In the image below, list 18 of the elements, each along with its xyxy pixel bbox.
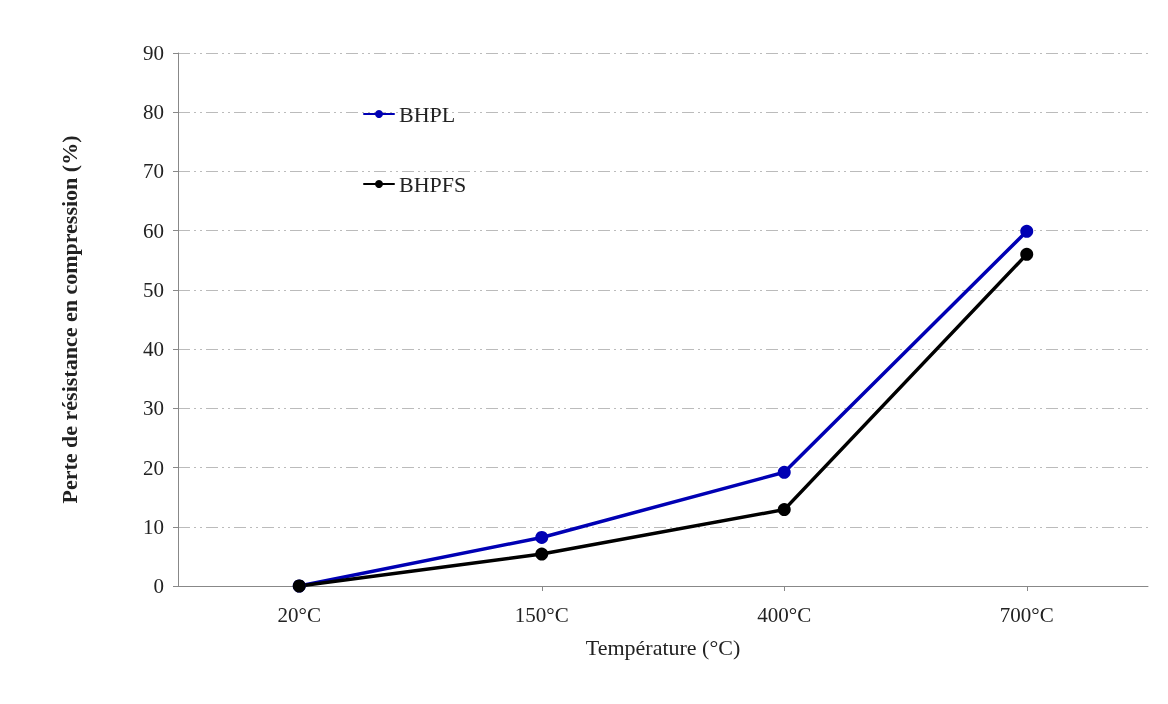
x-tick-label: 700°C [999, 602, 1054, 627]
y-tick-label: 10 [143, 514, 164, 539]
x-tick-label: 400°C [757, 602, 812, 627]
x-tick-label: 20°C [277, 602, 321, 627]
x-axis-title: Température (°C) [585, 634, 741, 660]
y-tick-label: 80 [143, 100, 164, 125]
y-tick-label: 90 [143, 41, 164, 65]
y-tick-label: 0 [153, 574, 164, 598]
y-tick-label: 60 [143, 218, 164, 243]
y-tick-label: 30 [143, 396, 164, 421]
y-tick-label: 40 [143, 337, 164, 362]
y-axis-title: Perte de résistance en compression (%) [56, 135, 82, 504]
x-tick-label: 150°C [514, 602, 569, 627]
legend-label: BHPFS [399, 171, 467, 197]
legend-label: BHPL [399, 101, 456, 127]
y-tick-label: 20 [143, 455, 164, 480]
y-tick-label: 70 [143, 159, 164, 184]
y-tick-label: 50 [143, 277, 164, 302]
